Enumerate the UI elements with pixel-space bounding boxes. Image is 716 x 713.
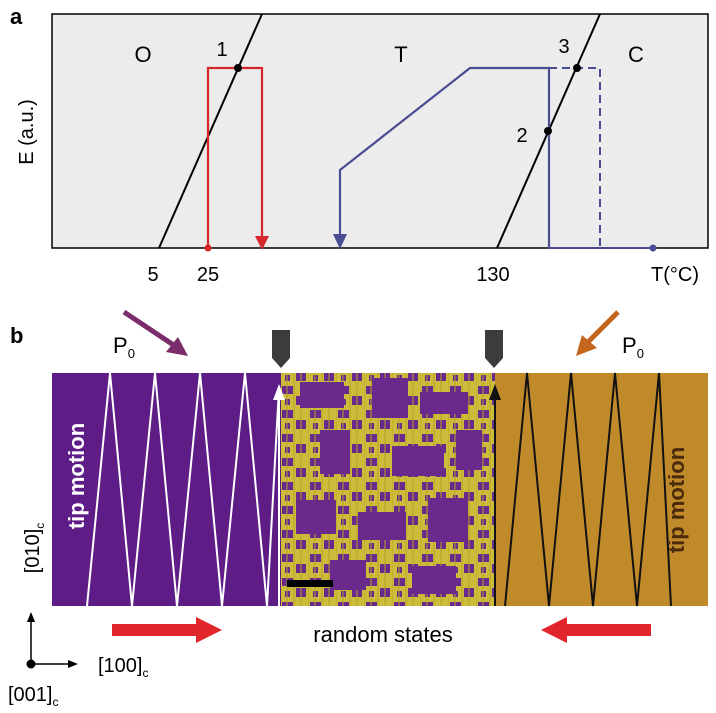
right-p-label: P0: [622, 333, 644, 361]
tick-130: 130: [476, 264, 509, 286]
tick-25: 25: [197, 264, 219, 286]
axis-z-label: [001]c: [8, 684, 58, 709]
phase-c-label: C: [628, 42, 644, 67]
right-probe-tip: [485, 330, 503, 368]
domain-blobs: [296, 378, 482, 594]
left-tip-trajectory: [86, 372, 280, 607]
right-flow-arrowhead: [541, 617, 567, 643]
panel-b-label: b: [10, 323, 23, 348]
panel-a-label: a: [10, 4, 23, 29]
right-tip-motion-label: tip motion: [664, 447, 689, 553]
left-flow-arrow-shaft: [112, 624, 198, 636]
point-2-marker: [544, 127, 552, 135]
left-polarization-arrow: [122, 309, 180, 351]
left-polarization-arrowhead: [166, 337, 188, 356]
tick-5: 5: [147, 264, 158, 286]
axis-x-arrowhead: [68, 660, 78, 668]
panel-a: a O T C 1 2 3 E (a.u.) 5 25 130 T(°C): [10, 4, 709, 286]
x-axis-label: T(°C): [651, 264, 699, 286]
axis-origin: [26, 659, 36, 669]
right-tip-trajectory: [504, 372, 672, 607]
right-polarization-arrow: [584, 310, 620, 346]
phase-t-label: T: [394, 42, 407, 67]
left-flow-arrowhead: [196, 617, 222, 643]
axis-x-label: [100]c: [98, 655, 148, 680]
phase-diagram-area: [51, 13, 709, 249]
panel-b: b P0 P0: [8, 309, 708, 709]
boundary-o-t: [158, 13, 263, 249]
axis-y-arrowhead: [27, 612, 35, 622]
point-2-label: 2: [516, 125, 527, 147]
left-p-label: P0: [113, 333, 135, 361]
point-1-label: 1: [216, 39, 227, 61]
left-tip-motion-label: tip motion: [64, 423, 89, 529]
blue-dashed-path: [549, 67, 601, 248]
red-start-dot: [204, 244, 212, 252]
blue-end-dot: [649, 244, 657, 252]
right-tip-arrowhead: [489, 384, 501, 400]
point-1-marker: [234, 64, 242, 72]
red-arrowhead: [255, 236, 269, 250]
scale-bar: [287, 580, 333, 587]
right-polarization-arrowhead: [576, 335, 597, 356]
left-tip-arrowhead: [273, 384, 285, 400]
y-axis-label: E (a.u.): [16, 99, 38, 165]
blue-arrowhead: [333, 234, 347, 249]
phase-o-label: O: [134, 42, 151, 67]
left-probe-tip: [272, 330, 290, 368]
point-3-marker: [573, 64, 581, 72]
point-3-label: 3: [558, 36, 569, 58]
right-flow-arrow-shaft: [565, 624, 651, 636]
random-states-caption: random states: [313, 622, 452, 647]
axis-y-label: [010]c: [22, 523, 47, 573]
